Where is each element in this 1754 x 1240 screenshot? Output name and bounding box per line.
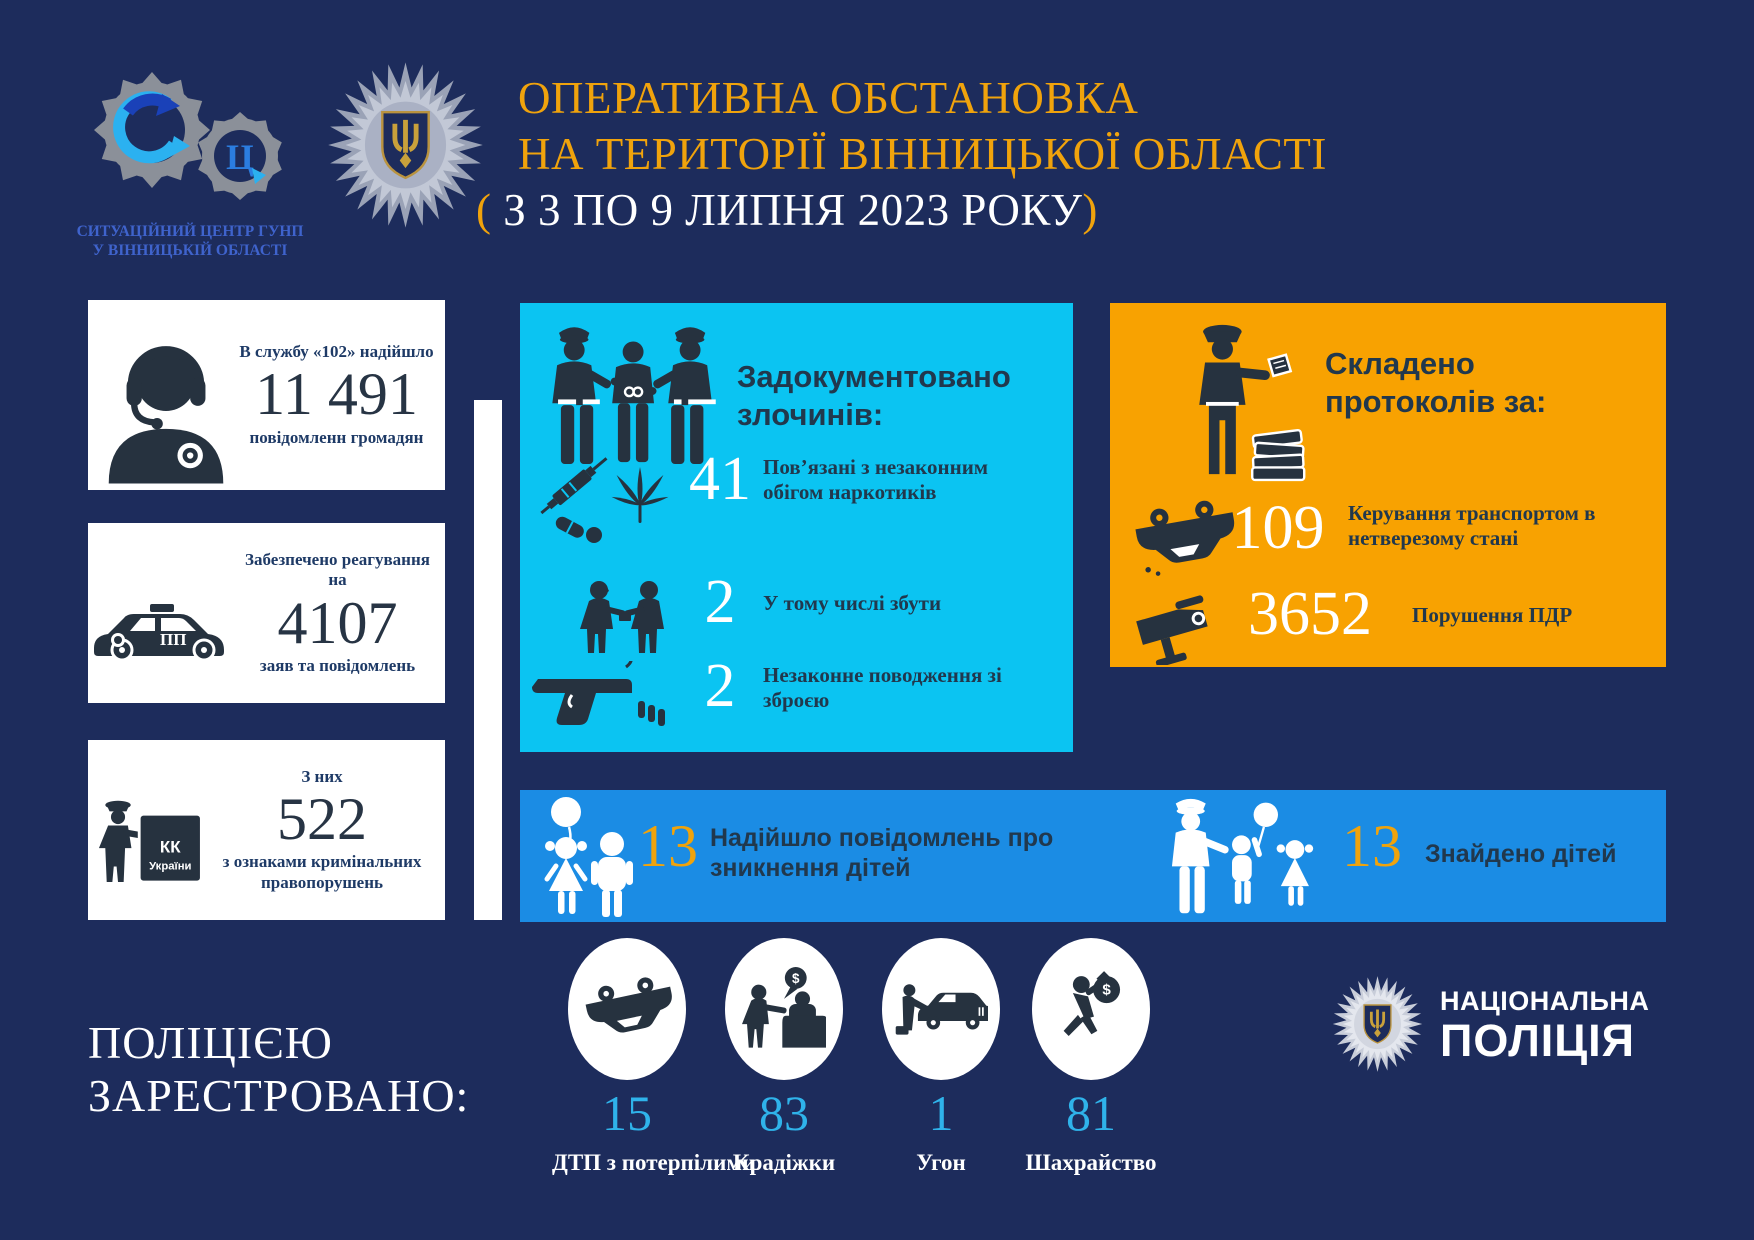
card3-bottom-label: з ознаками кримінальних правопорушень	[222, 852, 422, 892]
caption-line-1: СИТУАЦІЙНИЙ ЦЕНТР ГУНП	[76, 223, 304, 240]
found-children-label: Знайдено дітей	[1425, 840, 1617, 868]
speed-camera-icon	[1136, 595, 1208, 665]
registered-title-line-1: ПОЛІЦІЄЮ	[88, 1017, 333, 1068]
card3-value: 522	[277, 786, 367, 853]
policeman-criminal-code-book-icon: КК України	[98, 800, 203, 884]
card2-value: 4107	[277, 589, 398, 656]
caption-line-2: У ВІННИЦЬКІЙ ОБЛАСТІ	[92, 242, 288, 260]
stat-circle	[882, 938, 1000, 1080]
protocols-row1-value: 109	[1231, 494, 1325, 562]
stat-label: Крадіжки	[732, 1150, 836, 1175]
np-wordmark-line-2: ПОЛІЦІЯ	[1440, 1015, 1636, 1066]
protocols-row2-label: Порушення ПДР	[1412, 603, 1573, 627]
police-star-badge-icon	[328, 62, 483, 228]
protocols-title-line-1: Складено	[1325, 346, 1475, 381]
protocols-title-line-2: протоколів за:	[1325, 383, 1547, 419]
national-police-wordmark: НАЦІОНАЛЬНА ПОЛІЦІЯ	[1440, 986, 1649, 1064]
card2-top-label: Забезпечено реагування на	[245, 549, 430, 590]
title-paren-close: )	[1082, 185, 1098, 235]
police-car-label: ПП	[160, 630, 186, 649]
stat-label: Угон	[916, 1150, 966, 1175]
policeman-protocols-icon	[1199, 324, 1306, 482]
children-bar: 13 Надійшло повідомлень про зникнення ді…	[520, 790, 1666, 922]
stat-circle: $	[1032, 938, 1150, 1080]
arrest-escort-icon	[552, 327, 716, 465]
card-criminal-offences: КК України З них 522 з ознаками кримінал…	[88, 740, 445, 920]
fraud-runner-icon: $	[1063, 971, 1121, 1036]
crimes-title-line-1: Задокументовано	[737, 359, 1011, 394]
logo-letter: Ц	[226, 137, 254, 177]
drug-deal-icon	[580, 581, 664, 653]
protocols-row2-value: 3652	[1248, 580, 1372, 648]
np-wordmark-line-1: НАЦІОНАЛЬНА	[1440, 986, 1650, 1016]
registered-title: ПОЛІЦІЄЮ ЗАРЕСТРОВАНО:	[88, 1016, 469, 1123]
crimes-row2-value: 2	[704, 568, 736, 636]
crimes-row1-value: 41	[689, 445, 751, 513]
found-children-value: 13	[1342, 813, 1402, 879]
fraud-dollar-glyph: $	[1102, 982, 1111, 999]
crash-icon	[585, 977, 672, 1033]
operator-headset-icon	[108, 346, 224, 484]
book-label-2: України	[149, 860, 191, 872]
found-children-icon	[1171, 798, 1314, 914]
main-title-line-1: ОПЕРАТИВНА ОБСТАНОВКА	[518, 73, 1139, 123]
stat-value: 1	[928, 1085, 954, 1141]
crimes-row3-label: Незаконне поводження зі зброєю	[763, 663, 1002, 713]
stat-label: ДТП з потерпілими	[552, 1150, 756, 1175]
title-paren-open: (	[476, 185, 504, 235]
stat-circle	[568, 938, 686, 1080]
stat-value: 81	[1066, 1085, 1116, 1141]
white-accent-bar	[474, 400, 502, 920]
book-label-1: КК	[160, 837, 181, 856]
title-period-text: З 3 ПО 9 ЛИПНЯ 2023 РОКУ	[503, 185, 1083, 235]
protocols-panel: Складено протоколів за: 109 Керування тр…	[1110, 303, 1666, 667]
crimes-row2-label: У тому числі збути	[763, 591, 942, 615]
drugs-icon	[540, 457, 669, 543]
main-title-line-3: ( З 3 ПО 9 ЛИПНЯ 2023 РОКУ)	[476, 184, 1098, 236]
registered-title-line-2: ЗАРЕСТРОВАНО:	[88, 1070, 470, 1122]
card-102-calls: В службу «102» надійшло 11 491 повідомле…	[88, 300, 445, 490]
overturned-car-icon	[1135, 500, 1235, 576]
national-police-badge-icon	[1332, 976, 1423, 1072]
card1-value: 11 491	[255, 361, 418, 428]
situation-center-gears-logo: Ц	[94, 72, 282, 200]
crimes-title-line-2: злочинів:	[737, 396, 884, 432]
stat-circle: $	[725, 938, 843, 1080]
documented-crimes-panel: Задокументовано злочинів:	[520, 303, 1073, 752]
stat-value: 15	[602, 1085, 652, 1141]
missing-children-icon	[544, 797, 633, 917]
stat-item-theft: $ 83 Крадіжки	[709, 938, 859, 1176]
theft-dollar-glyph: $	[792, 971, 800, 986]
card-responses: ПП Забезпечено реагування на 4107 заяв т…	[88, 523, 445, 703]
stat-item-fraud: $ 81 Шахрайство	[1016, 938, 1166, 1176]
card2-bottom-label: заяв та повідомлень	[259, 655, 416, 675]
situation-center-caption: СИТУАЦІЙНИЙ ЦЕНТР ГУНП У ВІННИЦЬКІЙ ОБЛА…	[55, 222, 325, 261]
stat-item-dtp: 15 ДТП з потерпілими	[552, 938, 756, 1176]
theft-icon: $	[742, 967, 826, 1048]
stat-label: Шахрайство	[1025, 1150, 1157, 1175]
missing-children-label: Надійшло повідомлень про зникнення дітей	[710, 824, 1054, 882]
main-title-line-2: НА ТЕРИТОРІЇ ВІННИЦЬКОЇ ОБЛАСТІ	[518, 129, 1327, 179]
protocols-row1-label: Керування транспортом в нетверезому стан…	[1348, 501, 1596, 551]
card1-bottom-label: повідомленн громадян	[249, 427, 424, 447]
car-theft-icon	[895, 984, 988, 1035]
gun-icon	[532, 661, 665, 726]
crimes-row1-label: Пов’язані з незаконним обігом наркотиків	[763, 455, 989, 505]
police-car-icon: ПП	[94, 604, 224, 662]
card1-top-label: В службу «102» надійшло	[239, 342, 434, 362]
missing-children-value: 13	[638, 813, 698, 879]
stat-item-carjacking: 1 Угон	[866, 938, 1016, 1176]
card3-top-label: З них	[301, 766, 343, 786]
stat-value: 83	[759, 1085, 809, 1141]
crimes-row3-value: 2	[704, 652, 736, 720]
